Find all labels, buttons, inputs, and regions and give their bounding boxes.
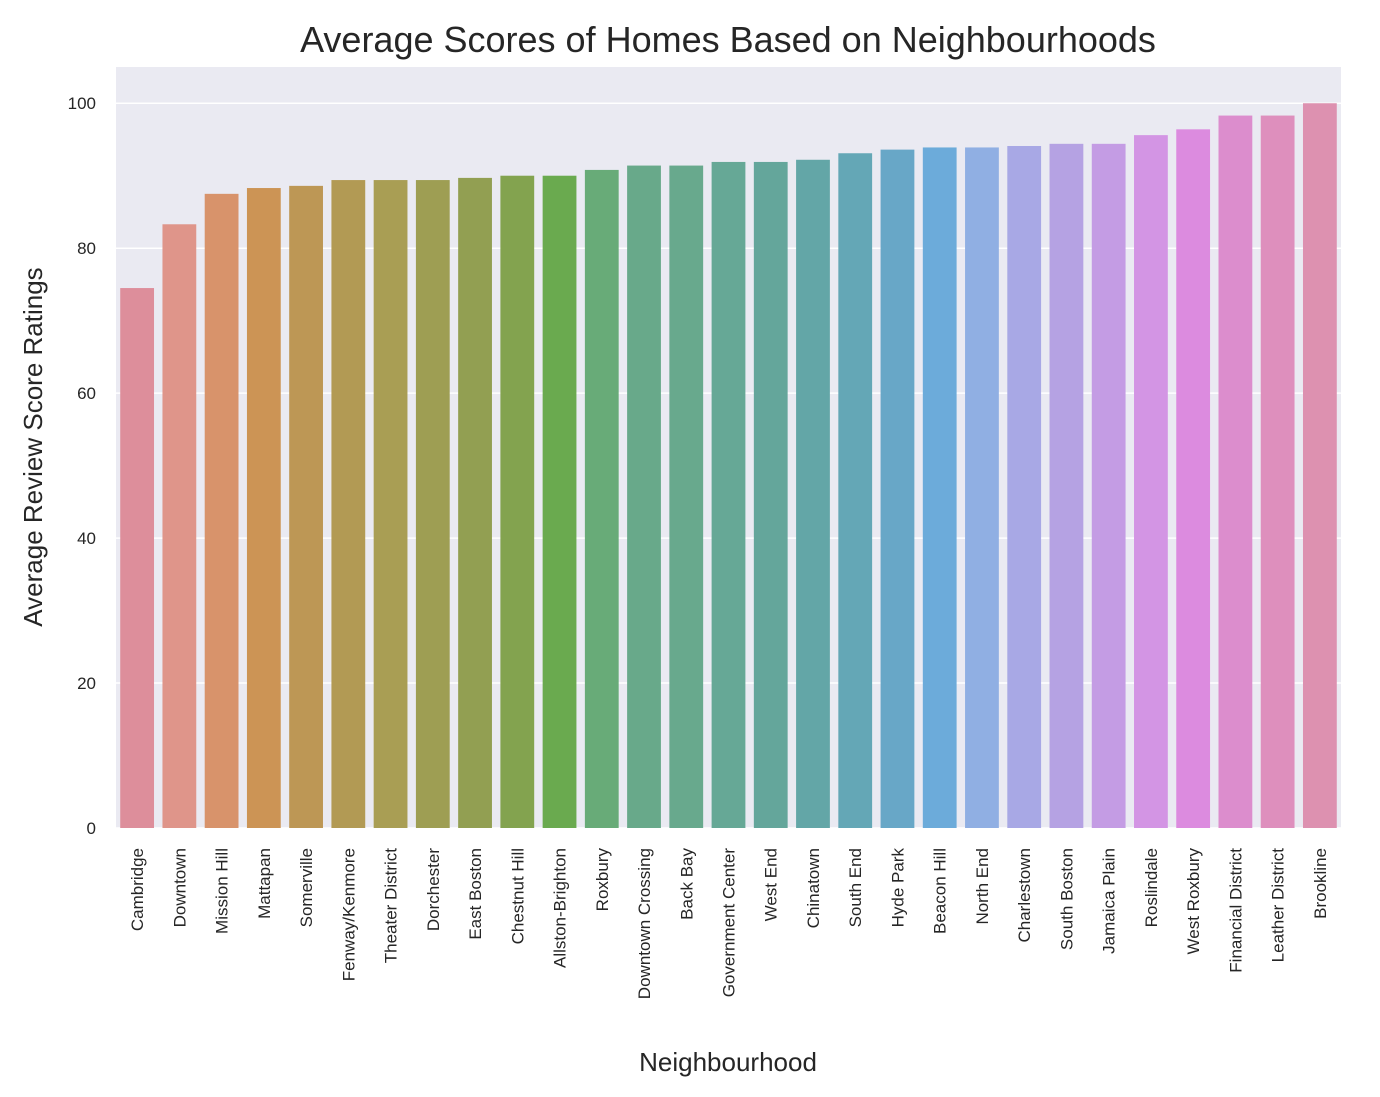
x-tick-label: Leather District [1269, 848, 1288, 963]
bar [120, 288, 155, 828]
x-tick-label: Beacon Hill [931, 848, 950, 934]
bar [838, 153, 873, 828]
bar [669, 165, 704, 828]
bar [965, 147, 999, 828]
y-tick-label: 20 [77, 674, 96, 693]
bar [542, 175, 577, 828]
bar [1091, 143, 1126, 828]
bar [500, 175, 535, 828]
bar [753, 161, 788, 829]
bar [1218, 115, 1253, 829]
x-tick-label: Back Bay [677, 848, 696, 920]
x-tick-label: Roslindale [1142, 848, 1161, 927]
bar [796, 159, 830, 828]
x-tick-label: Chestnut Hill [508, 848, 527, 944]
bar [922, 147, 957, 828]
x-tick-label: Brookline [1311, 848, 1330, 919]
bar [627, 165, 661, 828]
y-tick-label: 60 [77, 384, 96, 403]
bar [204, 193, 239, 829]
y-tick-label: 100 [68, 94, 96, 113]
x-tick-label: East Boston [466, 848, 485, 940]
x-tick-label: Government Center [720, 848, 739, 998]
bar [1302, 103, 1337, 828]
x-tick-label: Chinatown [804, 848, 823, 928]
bar [246, 188, 281, 829]
x-tick-label: Fenway/Kenmore [339, 848, 358, 981]
x-tick-label: Dorchester [424, 848, 443, 931]
y-tick-labels: 0 20 40 60 80 100 [68, 94, 96, 838]
bar [711, 161, 746, 829]
bar [415, 180, 450, 828]
x-tick-label: Mission Hill [213, 848, 232, 934]
x-tick-label: Roxbury [593, 848, 612, 912]
bar [1134, 135, 1168, 828]
bar [1260, 115, 1295, 829]
bar [1007, 145, 1042, 829]
x-tick-label: West End [762, 848, 781, 921]
x-tick-label: Downtown [170, 848, 189, 927]
x-tick-label: South Boston [1057, 848, 1076, 950]
x-tick-label: Financial District [1226, 848, 1245, 973]
bar [331, 180, 366, 828]
bar [162, 224, 197, 829]
x-tick-label: Charlestown [1015, 848, 1034, 943]
y-axis-label: Average Review Score Ratings [18, 267, 48, 626]
bar [584, 169, 619, 828]
x-tick-label: North End [973, 848, 992, 925]
x-tick-label: Downtown Crossing [635, 848, 654, 999]
bar [289, 185, 323, 828]
x-tick-label: Hyde Park [888, 848, 907, 928]
x-tick-label: South End [846, 848, 865, 927]
x-tick-label: Somerville [297, 848, 316, 927]
y-tick-label: 0 [87, 819, 96, 838]
y-tick-label: 80 [77, 239, 96, 258]
x-tick-labels: Cambridge Downtown Mission Hill Mattapan Som… [128, 848, 1330, 1000]
y-tick-label: 40 [77, 529, 96, 548]
bar [880, 149, 915, 828]
bars [120, 103, 1337, 829]
x-tick-label: West Roxbury [1184, 848, 1203, 955]
x-tick-label: Cambridge [128, 848, 147, 931]
x-tick-label: Allston-Brighton [551, 848, 570, 968]
x-tick-label: Jamaica Plain [1100, 848, 1119, 954]
bar [373, 180, 408, 828]
bar [1049, 143, 1084, 828]
x-axis-label: Neighbourhood [639, 1047, 817, 1077]
chart-title: Average Scores of Homes Based on Neighbo… [300, 19, 1156, 60]
bar [1176, 129, 1211, 828]
bar [458, 177, 492, 829]
x-tick-label: Theater District [382, 848, 401, 964]
x-tick-label: Mattapan [255, 848, 274, 919]
